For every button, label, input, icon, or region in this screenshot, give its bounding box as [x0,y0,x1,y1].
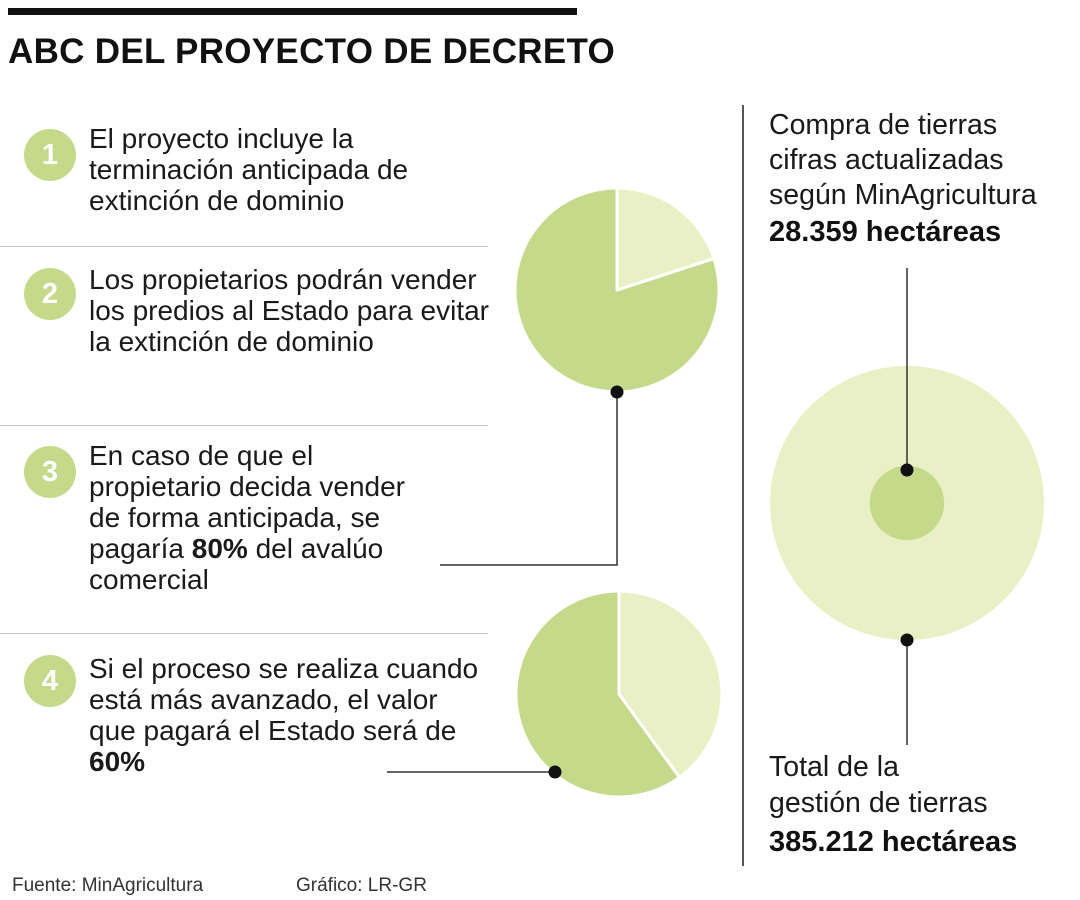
number-badge: 2 [24,268,76,320]
total-label-line-2: gestión de tierras [769,787,988,819]
divider [0,425,488,426]
bubble-purchase [869,465,945,541]
top-rule [8,8,577,15]
divider [0,246,488,247]
pie-slice-main [514,589,682,799]
item-highlight: 60% [89,746,146,777]
connector-dot-purchase [900,463,914,477]
item-text-after: del avalúo comercial [89,533,384,595]
item-text: El proyecto incluye la terminación antic… [89,123,409,216]
item-text-before: Si el proceso se realiza cuando está más… [89,653,479,746]
purchase-label-line-3: según MinAgricultura [769,179,1037,211]
source-note: Fuente: MinAgricultura [12,875,204,896]
connector-dot-pie-2 [548,765,562,779]
number-badge: 1 [24,129,76,181]
pie-chart-60 [514,589,724,799]
connector-lines [387,268,914,779]
item-text: Si el proceso se realiza cuando está más… [89,653,489,777]
number-badge: 4 [24,655,76,707]
item-text-before: En caso de que el propietario decida ven… [89,440,405,564]
connector-line-pie-1 [440,392,618,566]
item-text: Los propietarios podrán vender los predi… [89,264,489,357]
item-text: En caso de que el propietario decida ven… [89,440,434,595]
total-label-line-1: Total de la [769,751,899,783]
connector-dot-total [900,633,914,647]
credit-note: Gráfico: LR-GR [296,875,427,896]
purchase-label-line-1: Compra de tierras [769,109,998,141]
pie-chart-80 [513,186,721,394]
page-title: ABC DEL PROYECTO DE DECRETO [8,32,616,71]
purchase-label-line-2: cifras actualizadas [769,144,1004,176]
vertical-divider [742,105,744,866]
pie-slice-rest [617,589,724,779]
total-value: 385.212 hectáreas [769,826,1018,858]
pie-slice-rest [615,186,716,292]
number-badge: 3 [24,446,76,498]
bubble-chart-hectares [770,366,1044,640]
item-highlight: 80% [191,533,248,564]
divider [0,633,488,634]
purchase-value: 28.359 hectáreas [769,216,1002,248]
connector-dot-pie-1 [610,385,624,399]
